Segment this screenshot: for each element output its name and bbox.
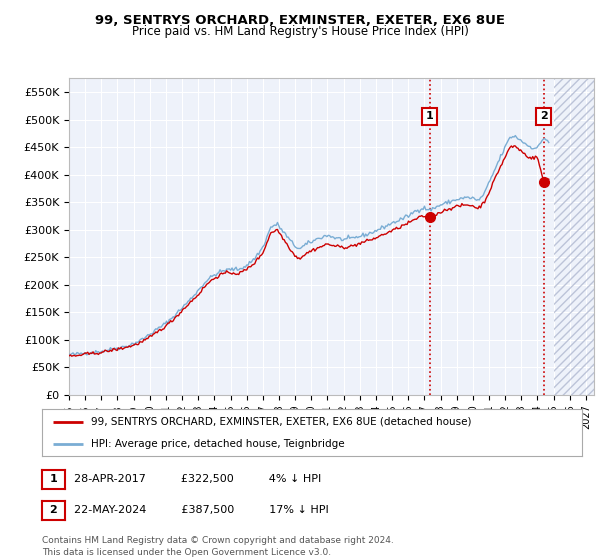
Text: 22-MAY-2024          £387,500          17% ↓ HPI: 22-MAY-2024 £387,500 17% ↓ HPI	[74, 505, 329, 515]
Text: 2: 2	[540, 111, 547, 122]
Text: 1: 1	[50, 474, 57, 484]
Text: 2: 2	[50, 505, 57, 515]
Text: Price paid vs. HM Land Registry's House Price Index (HPI): Price paid vs. HM Land Registry's House …	[131, 25, 469, 38]
Bar	[554, 78, 594, 395]
Text: Contains HM Land Registry data © Crown copyright and database right 2024.
This d: Contains HM Land Registry data © Crown c…	[42, 536, 394, 557]
Text: 99, SENTRYS ORCHARD, EXMINSTER, EXETER, EX6 8UE (detached house): 99, SENTRYS ORCHARD, EXMINSTER, EXETER, …	[91, 417, 471, 427]
Text: HPI: Average price, detached house, Teignbridge: HPI: Average price, detached house, Teig…	[91, 438, 344, 449]
Text: 99, SENTRYS ORCHARD, EXMINSTER, EXETER, EX6 8UE: 99, SENTRYS ORCHARD, EXMINSTER, EXETER, …	[95, 14, 505, 27]
Bar	[554, 78, 594, 395]
Text: 1: 1	[425, 111, 433, 122]
Text: 28-APR-2017          £322,500          4% ↓ HPI: 28-APR-2017 £322,500 4% ↓ HPI	[74, 474, 321, 484]
